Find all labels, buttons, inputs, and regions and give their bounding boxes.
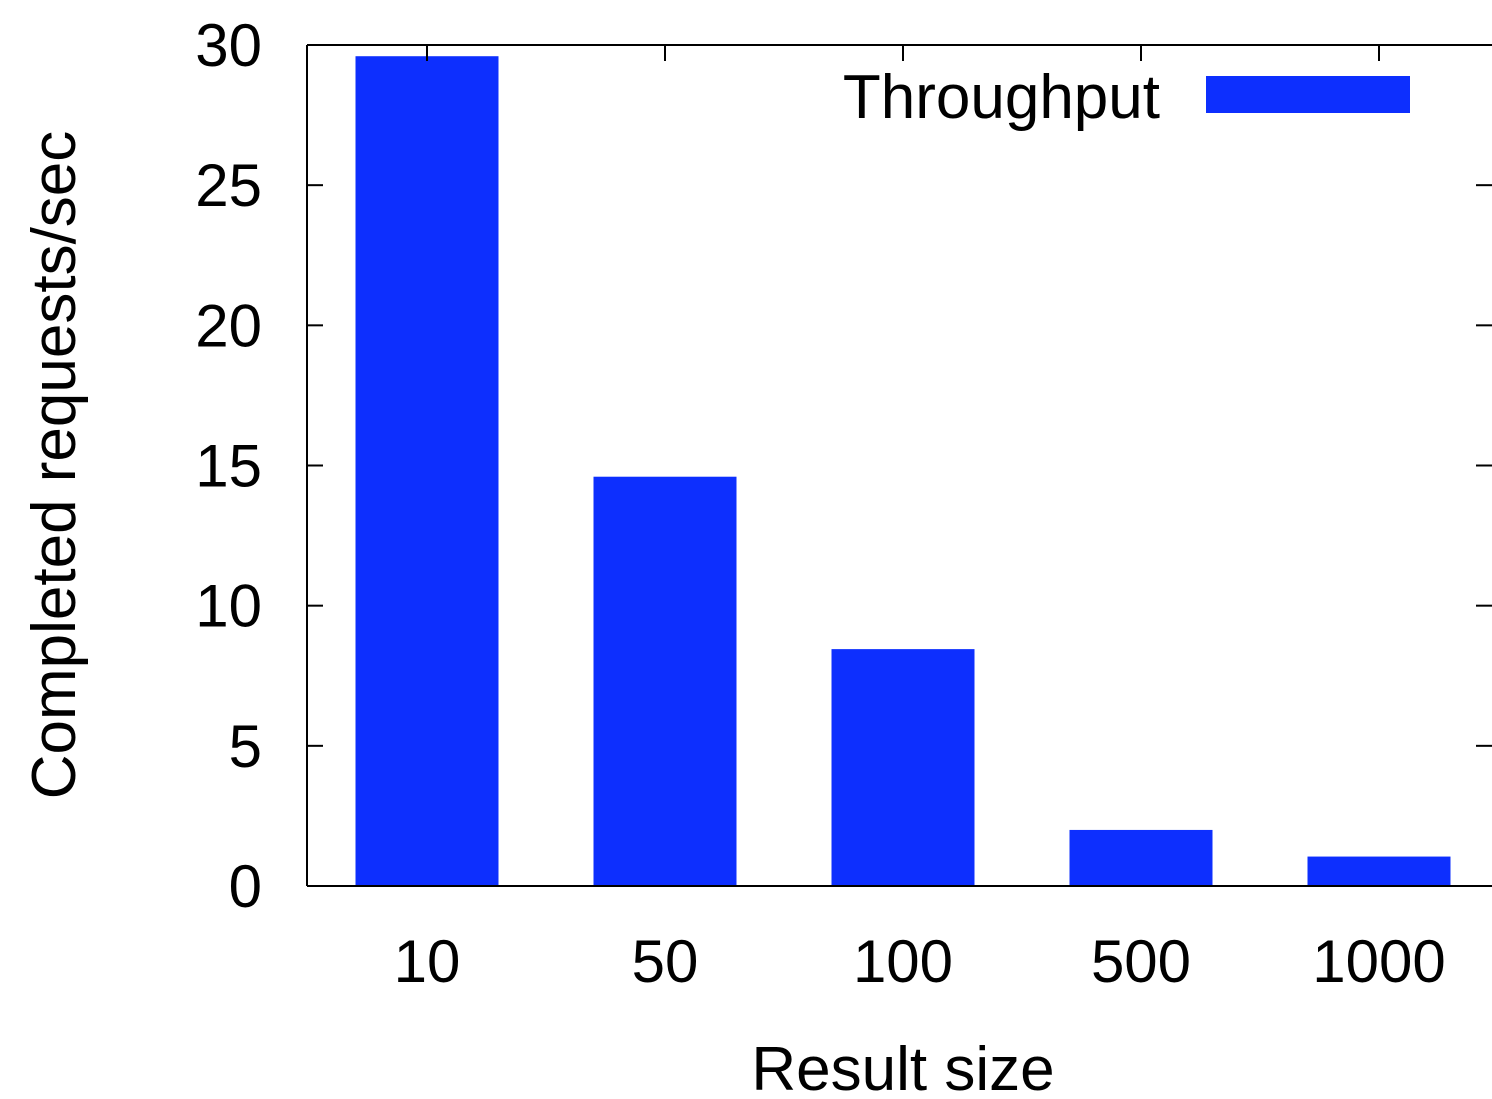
x-tick-label: 500 [1091,928,1191,995]
y-tick-label: 15 [195,433,262,500]
y-tick-label: 10 [195,573,262,640]
y-tick-label: 5 [229,713,262,780]
x-tick-label: 50 [632,928,699,995]
legend-label: Throughput [843,63,1160,132]
x-axis-title: Result size [751,1035,1054,1099]
y-tick-label: 20 [195,292,262,359]
bar-50 [593,476,737,886]
x-tick-label: 10 [394,928,461,995]
y-tick-label: 30 [195,12,262,79]
y-tick-label: 0 [229,853,262,920]
bar-100 [831,649,975,886]
x-tick-label: 100 [853,928,953,995]
y-axis-title: Completed requests/sec [20,131,89,800]
bars-layer [355,56,1451,887]
y-axis-ticks: 0 5 10 15 20 25 30 [195,12,1492,920]
bar-10 [355,56,499,887]
bar-1000 [1307,856,1451,886]
x-axis-ticks: 10 50 100 500 1000 [394,45,1446,995]
legend-swatch [1206,76,1410,113]
bar-500 [1069,829,1213,886]
y-tick-label: 25 [195,152,262,219]
legend: Throughput [843,63,1410,132]
x-tick-label: 1000 [1312,928,1445,995]
